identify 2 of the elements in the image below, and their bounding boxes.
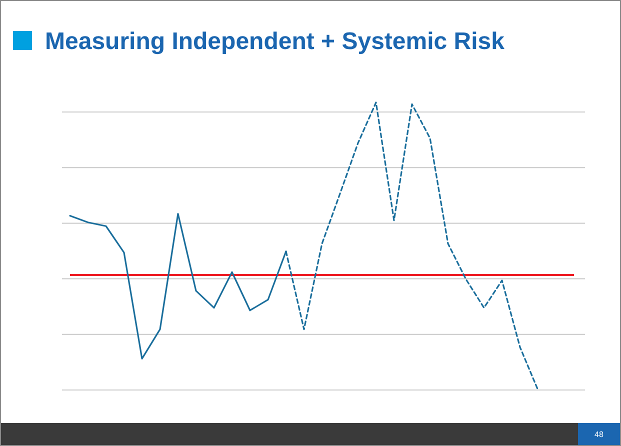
chart-title: Measuring Independent + Systemic Risk bbox=[45, 28, 506, 55]
text: 48 bbox=[594, 430, 604, 439]
